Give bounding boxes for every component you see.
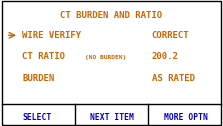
Text: CORRECT: CORRECT — [152, 31, 189, 40]
Text: AS RATED: AS RATED — [152, 74, 195, 83]
Text: (NO BURDEN): (NO BURDEN) — [85, 55, 126, 60]
Text: CT BURDEN AND RATIO: CT BURDEN AND RATIO — [60, 11, 163, 20]
Text: SELECT: SELECT — [23, 113, 52, 122]
Text: BURDEN: BURDEN — [22, 74, 55, 83]
Text: MORE OPTN: MORE OPTN — [164, 113, 208, 122]
Text: NEXT ITEM: NEXT ITEM — [90, 113, 133, 122]
Text: 200.2: 200.2 — [152, 52, 179, 61]
FancyBboxPatch shape — [2, 1, 221, 125]
Text: WIRE VERIFY: WIRE VERIFY — [22, 31, 81, 40]
Text: CT RATIO: CT RATIO — [22, 52, 65, 61]
